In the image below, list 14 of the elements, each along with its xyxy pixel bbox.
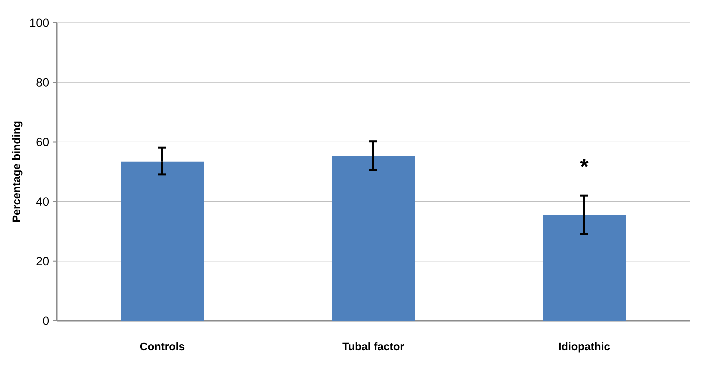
x-tick-label: Idiopathic [559,342,610,353]
bar [543,215,626,321]
y-tick-label: 60 [36,138,50,146]
x-tick-label: Controls [140,342,185,351]
annotation: * [580,159,589,168]
y-tick-label: 20 [36,257,50,266]
y-tick-label: 40 [36,198,50,206]
x-tick-label: Tubal factor [342,342,404,351]
y-tick-label: 100 [30,18,50,28]
y-tick-label: 80 [36,78,50,87]
y-axis-title: Percentage binding [12,122,23,222]
y-tick-label: 0 [43,316,50,326]
bar [121,162,204,321]
bar [332,156,416,321]
